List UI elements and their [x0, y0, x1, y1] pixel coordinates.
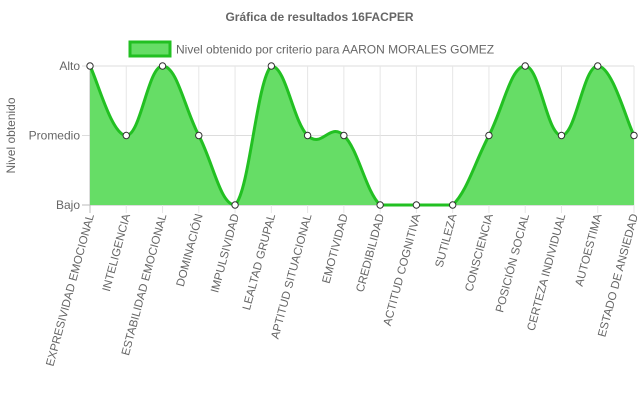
data-point[interactable] [303, 131, 312, 140]
y-axis: Bajo Promedio Alto [29, 59, 81, 212]
x-tick-label: ESTADO DE ANSIEDAD [596, 213, 639, 339]
x-tick-label: EMOTIVIDAD [321, 213, 351, 285]
data-point[interactable] [267, 62, 276, 70]
chart-title: Gráfica de resultados 16FACPER [225, 10, 413, 24]
x-tick-label: ACTITUD COGNITIVA [382, 212, 424, 327]
data-point[interactable] [158, 62, 167, 70]
x-tick-label: CERTEZA INDIVIDUAL [526, 212, 569, 332]
x-tick-label: SUTILEZA [434, 212, 460, 269]
data-point[interactable] [521, 62, 529, 70]
data-point[interactable] [231, 201, 239, 209]
x-tick-label: CREDIBILIDAD [355, 213, 387, 294]
x-tick-label: POSICIÓN SOCIAL [493, 212, 532, 314]
area-layer [88, 64, 636, 207]
data-point[interactable] [448, 201, 457, 209]
x-tick-label: IMPULSIVIDAD [209, 213, 242, 295]
legend[interactable]: Nivel obtenido por criterio para AARON M… [128, 40, 494, 58]
y-tick-label: Promedio [29, 129, 81, 143]
legend-label: Nivel obtenido por criterio para AARON M… [176, 43, 494, 57]
data-point[interactable] [594, 62, 602, 70]
data-point[interactable] [195, 131, 203, 140]
x-tick-label: CONSCIENCIA [464, 212, 496, 293]
x-tick-label: EXPRESIVIDAD EMOCIONAL [45, 212, 97, 368]
data-point[interactable] [122, 131, 130, 140]
x-tick-label: DOMINACIÓN [174, 212, 206, 288]
data-point[interactable] [86, 62, 94, 70]
y-axis-title: Nivel obtenido [4, 97, 18, 173]
series-line [88, 64, 636, 207]
data-point[interactable] [485, 131, 493, 140]
x-tick-label: AUTOESTIMA [574, 212, 605, 287]
data-point[interactable] [412, 201, 421, 209]
x-tick-label: LEALTAD GRUPAL [241, 212, 278, 311]
y-tick-label: Alto [59, 59, 80, 73]
series-area [90, 66, 634, 205]
data-point[interactable] [557, 131, 566, 140]
points-layer [86, 62, 638, 209]
data-point[interactable] [376, 201, 384, 209]
x-axis: EXPRESIVIDAD EMOCIONAL INTELIGENCIAESTABI… [45, 212, 639, 368]
data-point[interactable] [340, 131, 348, 140]
y-tick-label: Bajo [56, 198, 80, 212]
legend-swatch [128, 40, 172, 58]
x-tick-label: APTITUD SITUACIONAL [269, 212, 314, 340]
data-point[interactable] [630, 131, 638, 140]
x-tick-label: INTELIGENCIA [101, 212, 133, 293]
